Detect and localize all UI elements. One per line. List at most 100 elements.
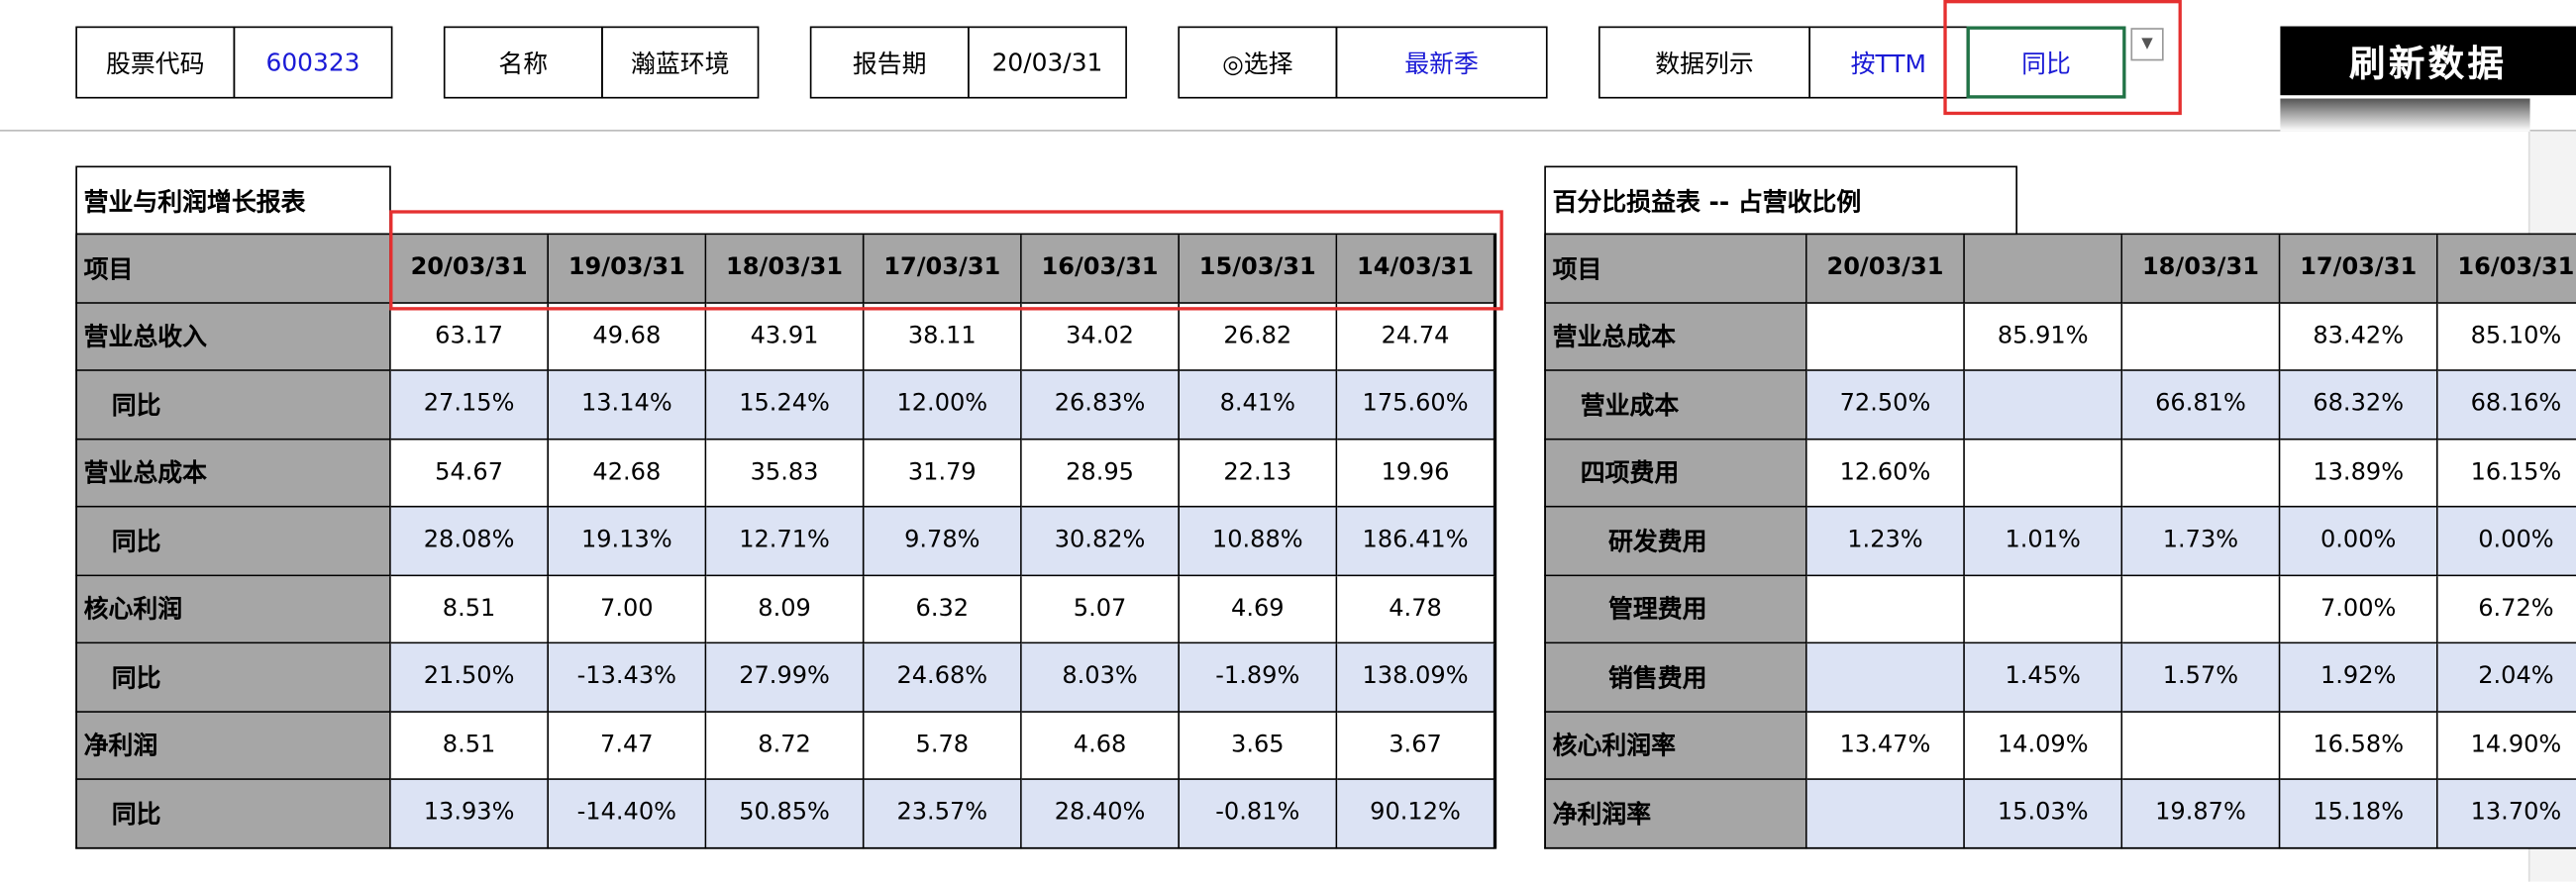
header-cell: 20/03/31 xyxy=(390,235,550,304)
value-cell: 1.57% xyxy=(2122,643,2281,713)
table-title: 百分比损益表 -- 占营收比例 xyxy=(1544,165,2018,236)
value-cell: 12.60% xyxy=(1806,439,1965,508)
value-cell: 31.79 xyxy=(864,439,1022,508)
value-cell: 30.82% xyxy=(1021,507,1181,576)
value-cell: 34.02 xyxy=(1021,303,1181,371)
value-cell: 1.23% xyxy=(1806,507,1965,576)
header-cell: 20/03/31 xyxy=(1806,235,1965,304)
row-label: 研发费用 xyxy=(1544,507,1807,576)
toolbar-cell[interactable]: 20/03/31 xyxy=(968,26,1127,99)
value-cell xyxy=(2122,303,2281,371)
value-cell: 16.15% xyxy=(2437,439,2576,508)
value-cell xyxy=(2122,712,2281,780)
value-cell: 8.41% xyxy=(1180,370,1338,440)
value-cell: 68.16% xyxy=(2437,370,2576,440)
header-cell xyxy=(1964,235,2123,304)
value-cell: 15.18% xyxy=(2280,779,2438,848)
highlight-box xyxy=(389,210,1503,311)
value-cell: 4.68 xyxy=(1021,712,1181,780)
header-cell: 16/03/31 xyxy=(2437,235,2576,304)
row-label: 核心利润率 xyxy=(1544,712,1807,780)
value-cell: 26.82 xyxy=(1180,303,1338,371)
value-cell: 175.60% xyxy=(1337,370,1495,440)
toolbar-cell: 名称 xyxy=(443,26,603,99)
value-cell: 8.72 xyxy=(706,712,865,780)
divider xyxy=(0,130,2576,132)
toolbar-cell[interactable]: 按TTM xyxy=(1808,26,1969,99)
header-cell: 项目 xyxy=(1544,235,1807,304)
value-cell: 5.07 xyxy=(1021,575,1181,644)
value-cell: 3.65 xyxy=(1180,712,1338,780)
value-cell: 49.68 xyxy=(549,303,707,371)
value-cell: 3.67 xyxy=(1337,712,1495,780)
table-frame xyxy=(1544,233,2576,848)
row-label: 营业总收入 xyxy=(75,303,391,371)
value-cell: 16.58% xyxy=(2280,712,2438,780)
row-label: 管理费用 xyxy=(1544,575,1807,644)
header-cell: 18/03/31 xyxy=(2122,235,2281,304)
toolbar-cell[interactable]: 最新季 xyxy=(1335,26,1548,99)
value-cell: 19.87% xyxy=(2122,779,2281,848)
value-cell: 6.32 xyxy=(864,575,1022,644)
value-cell: 4.69 xyxy=(1180,575,1338,644)
value-cell: 7.47 xyxy=(549,712,707,780)
value-cell: 2.04% xyxy=(2437,643,2576,713)
toolbar-cell[interactable]: 瀚蓝环境 xyxy=(601,26,760,99)
value-cell: 83.42% xyxy=(2280,303,2438,371)
value-cell: 72.50% xyxy=(1806,370,1965,440)
toolbar-cell[interactable]: 600323 xyxy=(233,26,393,99)
value-cell: 43.91 xyxy=(706,303,865,371)
value-cell: 24.68% xyxy=(864,643,1022,713)
row-label: 核心利润 xyxy=(75,575,391,644)
value-cell: 1.01% xyxy=(1964,507,2123,576)
value-cell: -1.89% xyxy=(1180,643,1338,713)
row-label: 净利润 xyxy=(75,712,391,780)
value-cell: 85.10% xyxy=(2437,303,2576,371)
value-cell: 13.70% xyxy=(2437,779,2576,848)
value-cell: 8.03% xyxy=(1021,643,1181,713)
value-cell xyxy=(1964,370,2123,440)
header-cell: 14/03/31 xyxy=(1337,235,1495,304)
toolbar-cell: 报告期 xyxy=(809,26,970,99)
row-label: 营业成本 xyxy=(1544,370,1807,440)
value-cell: 24.74 xyxy=(1337,303,1495,371)
value-cell: 1.73% xyxy=(2122,507,2281,576)
value-cell: -13.43% xyxy=(549,643,707,713)
value-cell: 28.40% xyxy=(1021,779,1181,848)
row-label: 同比 xyxy=(75,507,391,576)
value-cell: 42.68 xyxy=(549,439,707,508)
value-cell: 1.45% xyxy=(1964,643,2123,713)
value-cell xyxy=(1806,303,1965,371)
value-cell: 12.71% xyxy=(706,507,865,576)
button-reflection xyxy=(2280,98,2530,132)
value-cell: 8.51 xyxy=(390,575,550,644)
value-cell: 10.88% xyxy=(1180,507,1338,576)
value-cell: 85.91% xyxy=(1964,303,2123,371)
refresh-button[interactable]: 刷新数据 xyxy=(2280,26,2576,96)
value-cell: 4.78 xyxy=(1337,575,1495,644)
value-cell: -14.40% xyxy=(549,779,707,848)
header-cell: 17/03/31 xyxy=(2280,235,2438,304)
value-cell: 138.09% xyxy=(1337,643,1495,713)
value-cell xyxy=(2122,575,2281,644)
value-cell: 15.24% xyxy=(706,370,865,440)
dropdown-arrow[interactable]: ▼ xyxy=(2130,28,2164,61)
value-cell: 22.13 xyxy=(1180,439,1338,508)
row-label: 同比 xyxy=(75,643,391,713)
value-cell: 1.92% xyxy=(2280,643,2438,713)
row-label: 营业总成本 xyxy=(1544,303,1807,371)
value-cell: 50.85% xyxy=(706,779,865,848)
value-cell xyxy=(2122,439,2281,508)
table-title: 营业与利润增长报表 xyxy=(75,165,391,236)
selected-cell xyxy=(1966,26,2126,99)
value-cell xyxy=(1806,575,1965,644)
row-label: 销售费用 xyxy=(1544,643,1807,713)
toolbar-cell: 股票代码 xyxy=(75,26,236,99)
row-label: 净利润率 xyxy=(1544,779,1807,848)
value-cell xyxy=(1806,643,1965,713)
header-cell: 17/03/31 xyxy=(864,235,1022,304)
value-cell: 26.83% xyxy=(1021,370,1181,440)
value-cell: 27.99% xyxy=(706,643,865,713)
